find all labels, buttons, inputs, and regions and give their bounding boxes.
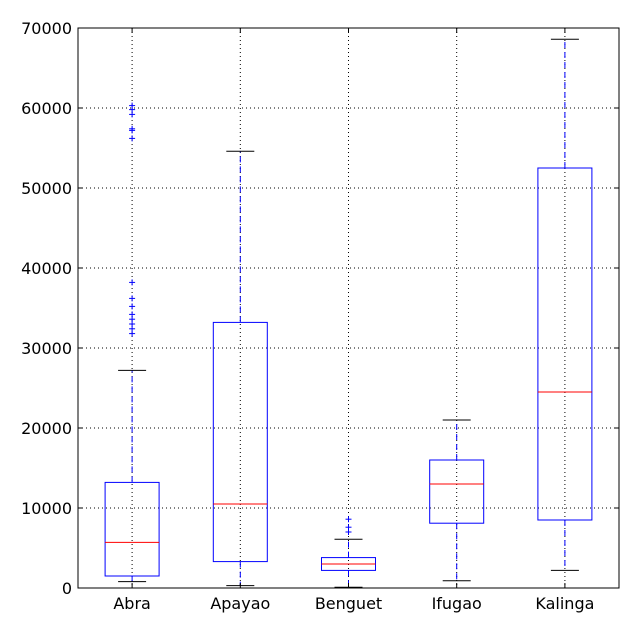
label-layer: 0 10000 20000 30000 40000 50000 60000 70000 Abra… xyxy=(21,19,594,613)
tick-layer xyxy=(78,27,619,589)
iqr-box xyxy=(212,321,268,563)
y-tick-label: 60000 xyxy=(21,99,72,118)
iqr-box xyxy=(104,481,160,577)
x-tick-label: Kalinga xyxy=(535,594,594,613)
y-tick-label: 30000 xyxy=(21,339,72,358)
x-tick-label: Apayao xyxy=(210,594,270,613)
x-tick-label: Benguet xyxy=(315,594,382,613)
x-tick-label: Ifugao xyxy=(432,594,482,613)
y-tick-label: 20000 xyxy=(21,419,72,438)
y-tick-label: 70000 xyxy=(21,19,72,38)
y-tick-label: 50000 xyxy=(21,179,72,198)
box-ifugao xyxy=(429,419,485,582)
box-kalinga xyxy=(537,38,593,571)
iqr-box xyxy=(537,167,593,521)
box-abra xyxy=(104,102,160,583)
x-tick-label: Abra xyxy=(113,594,150,613)
y-tick-label: 40000 xyxy=(21,259,72,278)
y-tick-label: 10000 xyxy=(21,499,72,518)
iqr-box xyxy=(429,459,485,524)
y-tick-label: 0 xyxy=(62,579,72,598)
